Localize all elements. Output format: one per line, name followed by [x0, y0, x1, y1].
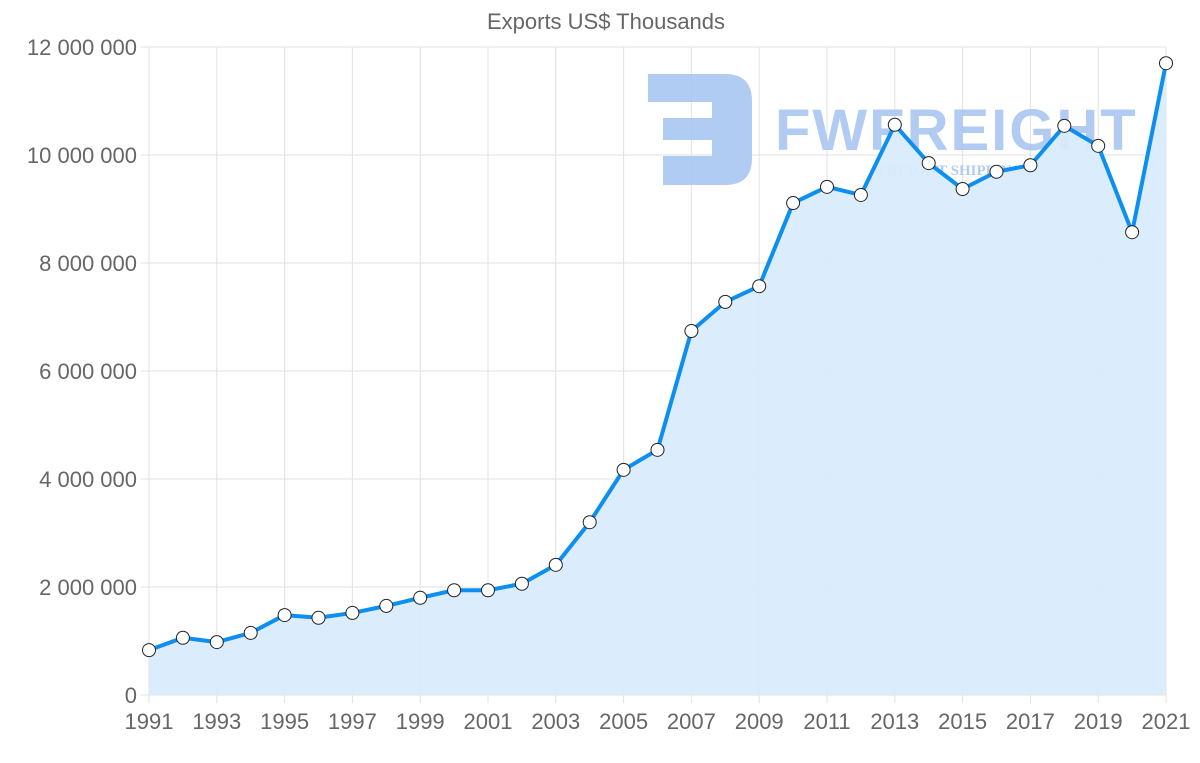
- x-tick-label: 1999: [396, 709, 445, 734]
- data-point-2008[interactable]: [718, 294, 733, 309]
- x-tick-label: 2009: [735, 709, 784, 734]
- x-tick-label: 2005: [599, 709, 648, 734]
- data-point-2015[interactable]: [955, 182, 970, 197]
- data-point-2019[interactable]: [1091, 138, 1106, 153]
- data-point-1999[interactable]: [413, 590, 428, 605]
- x-tick-label: 2019: [1074, 709, 1123, 734]
- data-point-2020[interactable]: [1125, 225, 1140, 240]
- data-point-1997[interactable]: [345, 605, 360, 620]
- y-tick-label: 12 000 000: [27, 35, 137, 60]
- data-point-1995[interactable]: [277, 608, 292, 623]
- x-tick-label: 1991: [125, 709, 174, 734]
- y-tick-label: 2 000 000: [39, 575, 137, 600]
- series-area-fill: [149, 63, 1166, 695]
- x-tick-label: 1993: [192, 709, 241, 734]
- data-point-2004[interactable]: [582, 515, 597, 530]
- x-tick-label: 2015: [938, 709, 987, 734]
- data-point-2005[interactable]: [616, 462, 631, 477]
- data-point-2016[interactable]: [989, 164, 1004, 179]
- watermark-logo-icon: [648, 74, 752, 185]
- data-point-1992[interactable]: [175, 630, 190, 645]
- y-tick-label: 4 000 000: [39, 467, 137, 492]
- data-point-2010[interactable]: [786, 196, 801, 211]
- x-tick-label: 2003: [531, 709, 580, 734]
- chart-title: Exports US$ Thousands: [487, 9, 725, 34]
- y-tick-label: 6 000 000: [39, 359, 137, 384]
- x-tick-label: 2017: [1006, 709, 1055, 734]
- x-tick-label: 1997: [328, 709, 377, 734]
- data-point-1993[interactable]: [209, 635, 224, 650]
- data-point-2002[interactable]: [514, 576, 529, 591]
- data-point-2007[interactable]: [684, 324, 699, 339]
- data-point-2009[interactable]: [752, 279, 767, 294]
- x-tick-label: 2007: [667, 709, 716, 734]
- data-point-2012[interactable]: [853, 187, 868, 202]
- x-tick-label: 2011: [803, 709, 850, 734]
- data-point-1998[interactable]: [379, 598, 394, 613]
- y-tick-label: 8 000 000: [39, 251, 137, 276]
- data-point-2017[interactable]: [1023, 158, 1038, 173]
- data-point-2011[interactable]: [820, 179, 834, 194]
- data-point-2018[interactable]: [1057, 118, 1072, 133]
- data-point-2021[interactable]: [1159, 56, 1173, 71]
- x-tick-label: 1995: [260, 709, 309, 734]
- data-point-2013[interactable]: [887, 117, 902, 132]
- x-tick-label: 2001: [464, 709, 513, 734]
- data-point-1991[interactable]: [142, 643, 156, 658]
- y-tick-label: 0: [125, 683, 137, 708]
- data-point-2001[interactable]: [481, 583, 495, 598]
- data-point-2014[interactable]: [921, 156, 936, 171]
- data-point-1996[interactable]: [311, 610, 326, 625]
- x-tick-label: 2021: [1142, 709, 1191, 734]
- y-tick-label: 10 000 000: [27, 143, 137, 168]
- data-point-1994[interactable]: [243, 625, 258, 640]
- data-point-2000[interactable]: [447, 583, 462, 598]
- data-point-2003[interactable]: [548, 557, 563, 572]
- data-point-2006[interactable]: [650, 442, 665, 457]
- x-tick-label: 2013: [870, 709, 919, 734]
